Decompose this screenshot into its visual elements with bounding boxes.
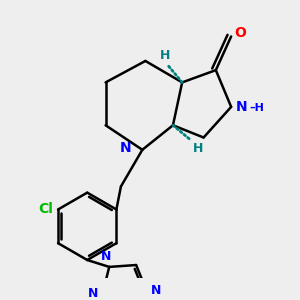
Text: O: O xyxy=(234,26,246,40)
Text: N: N xyxy=(151,284,161,297)
Text: N: N xyxy=(236,100,248,114)
Text: N: N xyxy=(120,141,132,155)
Text: N: N xyxy=(88,286,98,300)
Text: –H: –H xyxy=(249,103,264,113)
Text: N: N xyxy=(101,250,111,263)
Text: H: H xyxy=(160,50,170,62)
Text: Cl: Cl xyxy=(39,202,53,217)
Text: H: H xyxy=(193,142,203,155)
